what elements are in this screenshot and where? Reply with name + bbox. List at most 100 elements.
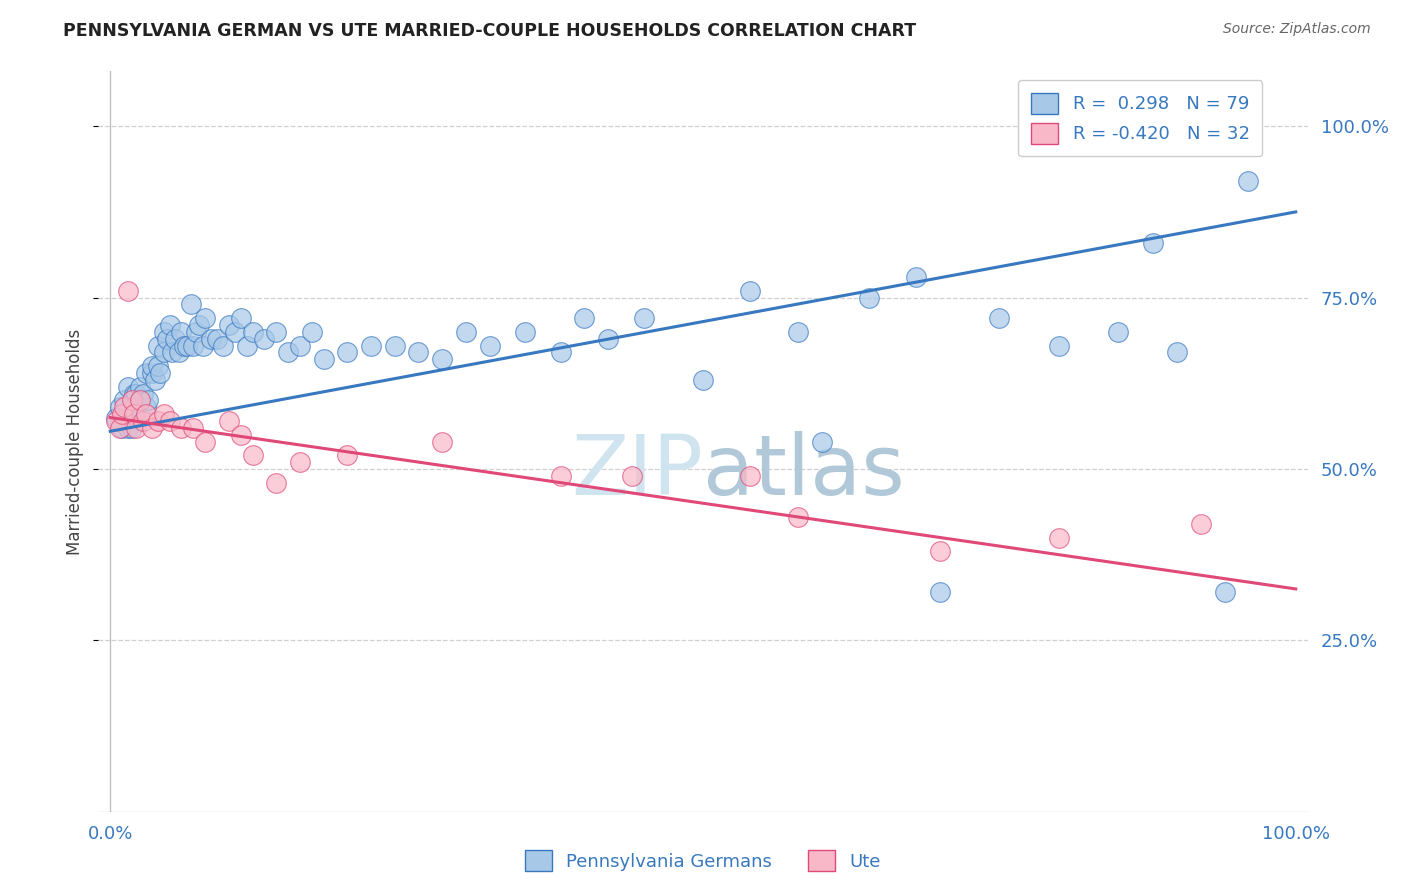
Text: Source: ZipAtlas.com: Source: ZipAtlas.com (1223, 22, 1371, 37)
Point (141, 366, 163, 380)
Point (312, 352, 335, 367)
Point (205, 332, 228, 346)
Point (125, 407, 148, 421)
Point (188, 318, 211, 332)
Point (218, 318, 240, 332)
Point (598, 332, 620, 346)
Point (229, 427, 252, 442)
Point (146, 359, 169, 373)
Point (129, 393, 152, 408)
Point (149, 366, 172, 380)
Point (146, 338, 169, 352)
Point (176, 338, 198, 352)
Point (288, 338, 311, 352)
Point (212, 338, 235, 352)
Point (336, 448, 359, 462)
Point (108, 421, 131, 435)
Point (550, 345, 572, 359)
Text: ZIP: ZIP (571, 431, 703, 512)
Point (550, 468, 572, 483)
Point (132, 414, 155, 428)
Point (235, 338, 257, 352)
Point (152, 325, 174, 339)
Point (574, 311, 596, 326)
Point (135, 366, 157, 380)
Point (125, 421, 148, 435)
Point (105, 410, 128, 425)
Point (1107, 325, 1129, 339)
Point (129, 393, 152, 408)
Point (117, 380, 139, 394)
Point (515, 325, 537, 339)
Point (181, 421, 204, 435)
Point (905, 270, 928, 285)
Point (242, 325, 264, 339)
Legend: Pennsylvania Germans, Ute: Pennsylvania Germans, Ute (517, 843, 889, 879)
Point (114, 401, 136, 415)
Point (242, 448, 264, 462)
Point (432, 434, 454, 449)
Point (152, 345, 174, 359)
Point (224, 325, 246, 339)
Point (117, 421, 139, 435)
Point (121, 393, 143, 408)
Point (194, 434, 217, 449)
Point (135, 401, 157, 415)
Point (141, 421, 163, 435)
Point (114, 393, 136, 408)
Text: PENNSYLVANIA GERMAN VS UTE MARRIED-COUPLE HOUSEHOLDS CORRELATION CHART: PENNSYLVANIA GERMAN VS UTE MARRIED-COUPL… (63, 22, 917, 40)
Point (111, 407, 134, 421)
Point (277, 345, 299, 359)
Point (122, 407, 145, 421)
Point (740, 468, 762, 483)
Point (184, 325, 207, 339)
Point (288, 455, 311, 469)
Point (136, 393, 159, 408)
Point (125, 386, 148, 401)
Point (173, 338, 195, 352)
Point (180, 297, 202, 311)
Point (105, 414, 128, 428)
Point (1047, 338, 1070, 352)
Point (1237, 174, 1260, 188)
Point (181, 338, 204, 352)
Point (253, 332, 276, 346)
Point (633, 311, 655, 326)
Point (143, 373, 166, 387)
Point (786, 510, 808, 524)
Point (1213, 585, 1236, 599)
Point (692, 373, 714, 387)
Legend: R =  0.298   N = 79, R = -0.420   N = 32: R = 0.298 N = 79, R = -0.420 N = 32 (1018, 80, 1263, 156)
Point (740, 284, 762, 298)
Point (194, 311, 217, 326)
Point (152, 407, 174, 421)
Point (170, 325, 193, 339)
Point (264, 325, 287, 339)
Point (191, 338, 214, 352)
Point (301, 325, 323, 339)
Point (810, 434, 832, 449)
Point (478, 338, 501, 352)
Point (432, 352, 454, 367)
Point (929, 544, 952, 558)
Point (159, 414, 181, 428)
Point (200, 332, 222, 346)
Point (129, 380, 152, 394)
Point (141, 359, 163, 373)
Point (122, 401, 145, 415)
Point (620, 468, 643, 483)
Point (1189, 516, 1212, 531)
Point (117, 284, 139, 298)
Point (988, 311, 1011, 326)
Point (1047, 531, 1070, 545)
Point (108, 401, 131, 415)
Point (454, 325, 477, 339)
Point (156, 332, 179, 346)
Point (408, 345, 430, 359)
Point (132, 386, 155, 401)
Point (159, 318, 181, 332)
Point (122, 386, 145, 401)
Point (121, 421, 143, 435)
Point (135, 407, 157, 421)
Point (146, 414, 169, 428)
